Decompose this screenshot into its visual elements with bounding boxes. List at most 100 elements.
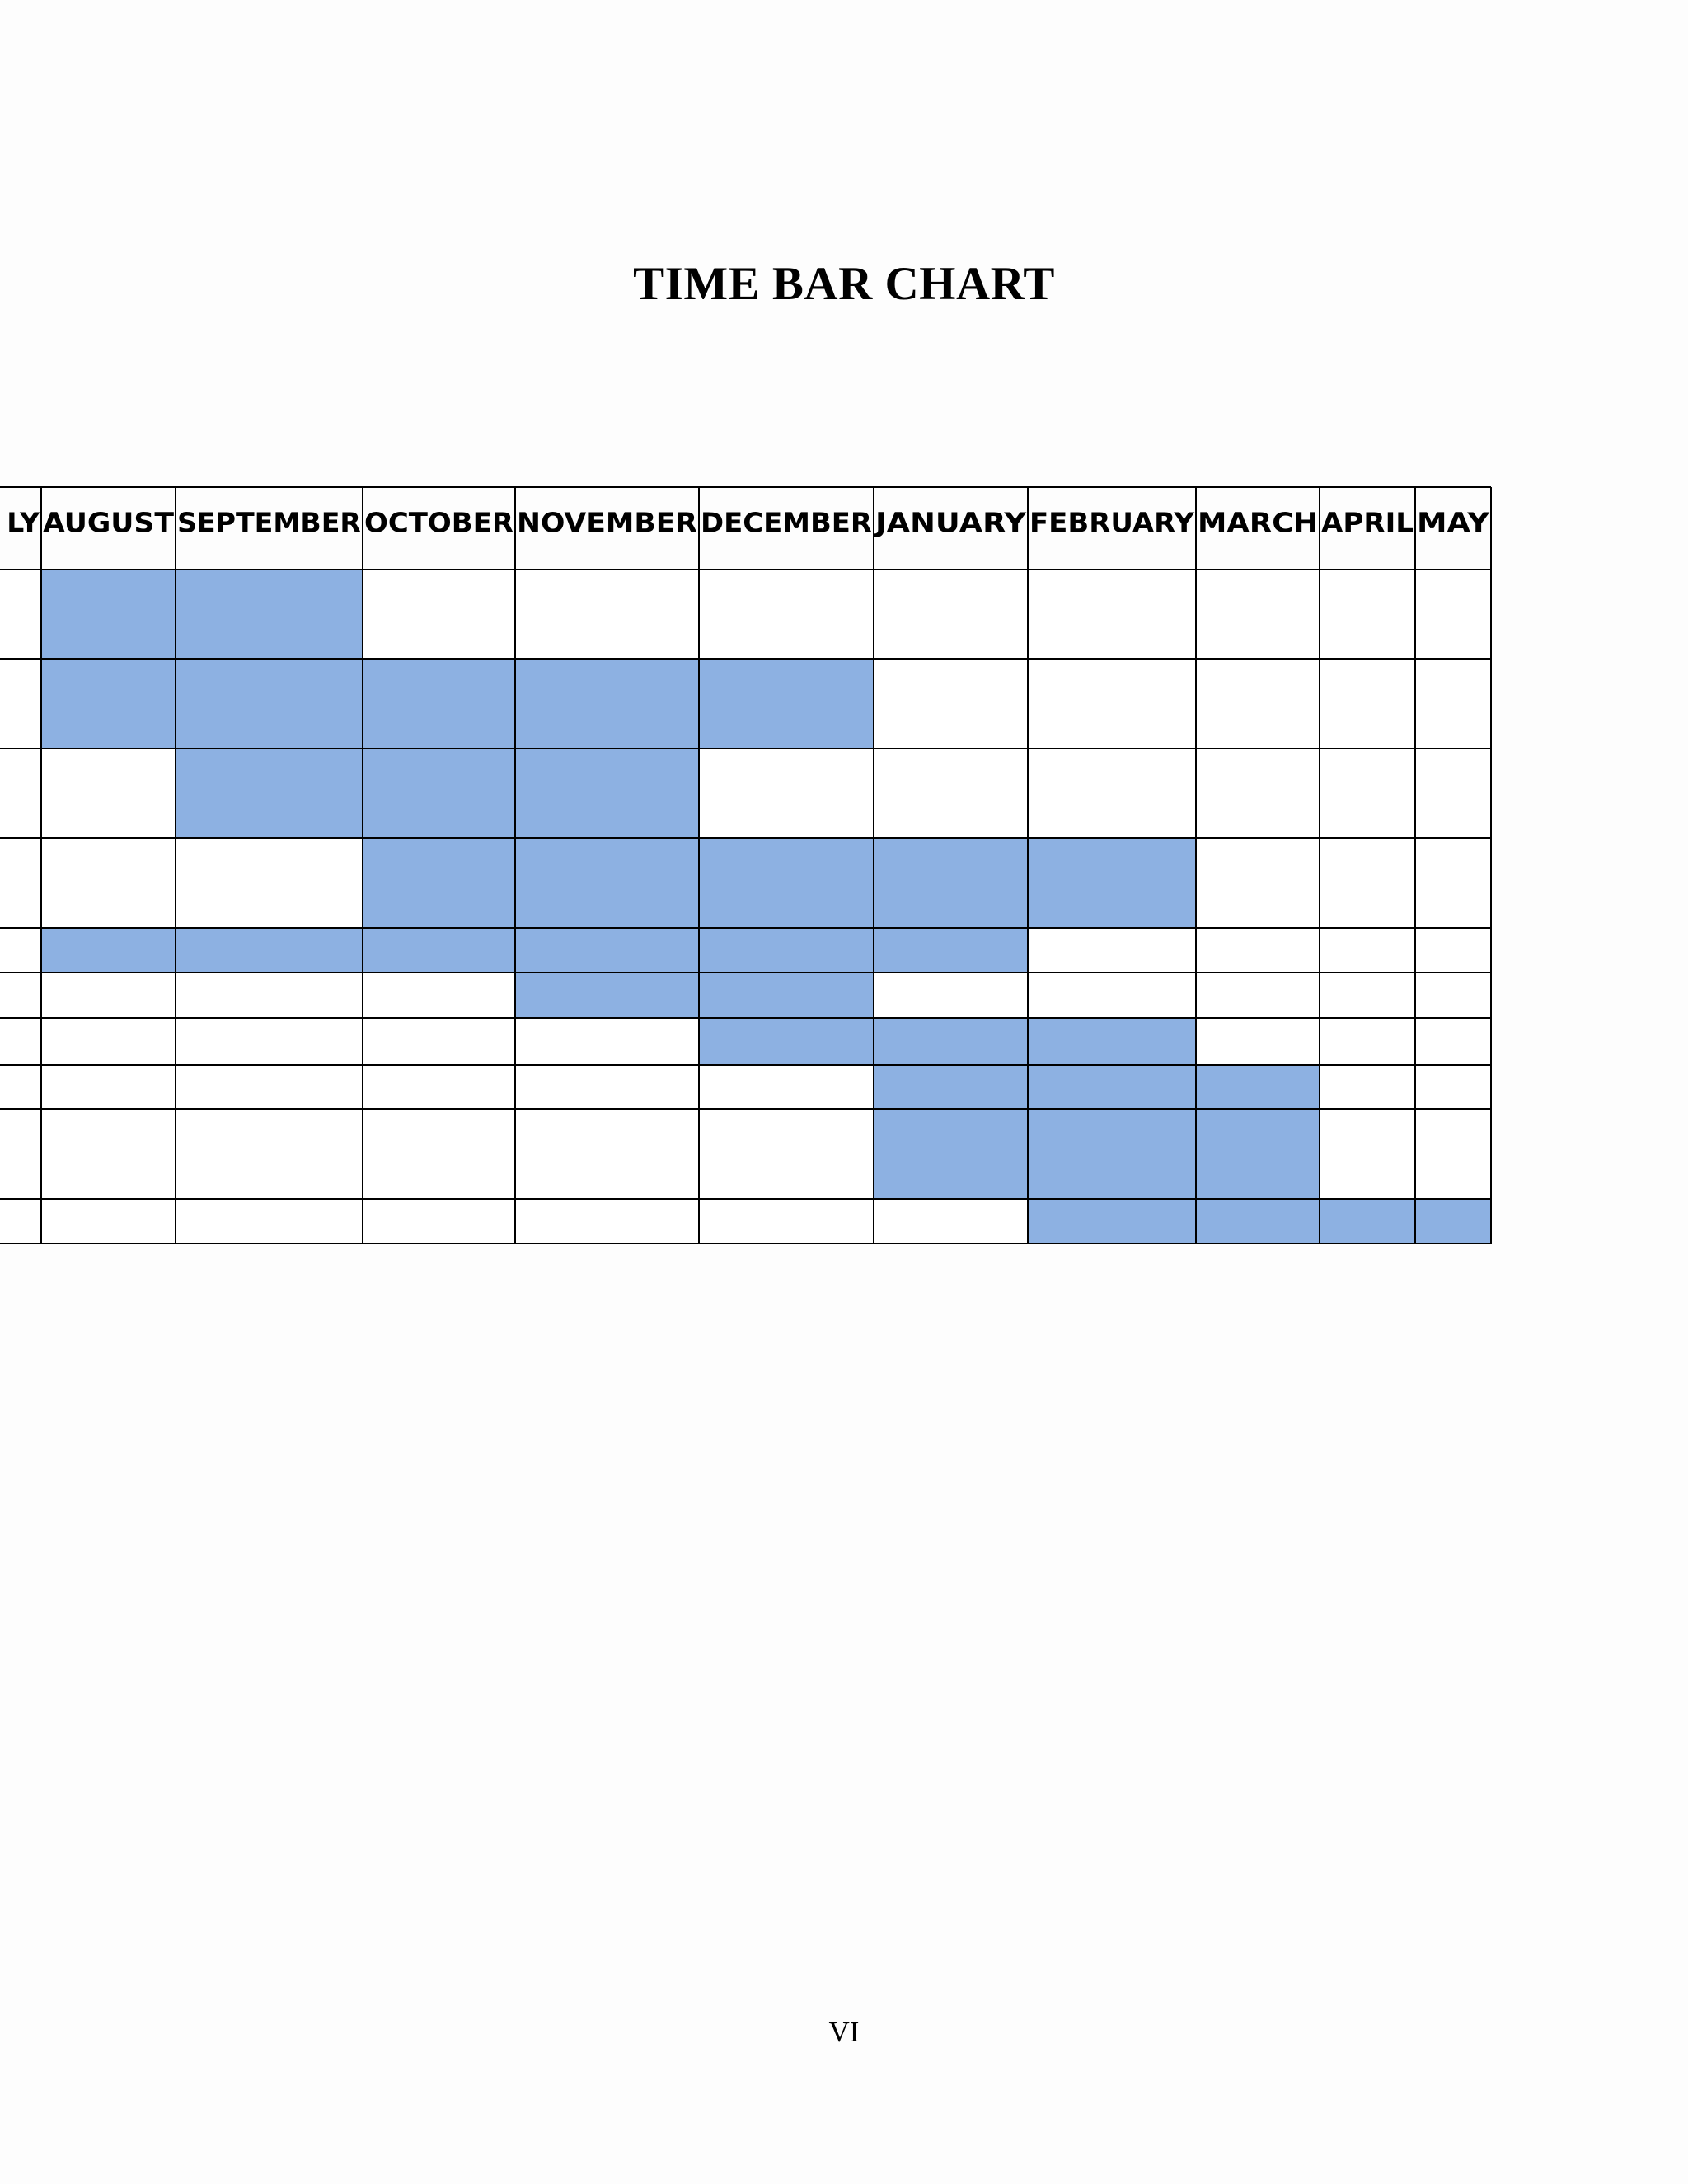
empty-cell [1320,838,1415,928]
empty-cell [1320,972,1415,1018]
empty-cell [1196,838,1320,928]
empty-cell [1415,1065,1491,1109]
bar-cell [363,748,515,838]
empty-cell [874,1199,1028,1244]
bar-cell [1028,838,1196,928]
month-header-april: APRIL [1321,507,1414,539]
bar-cell [699,1018,874,1065]
bar-cell [1028,1065,1196,1109]
empty-cell [515,1199,699,1244]
empty-cell [1320,659,1415,748]
empty-cell [176,1109,363,1199]
bar-cell [176,748,363,838]
empty-cell [41,972,176,1018]
empty-cell [1415,972,1491,1018]
empty-cell [0,1109,41,1199]
bar-cell [515,659,699,748]
empty-cell [176,1018,363,1065]
chart-header: LY AUGUST SEPTEMBER OCTOBER NOVEMBER DECEMBER… [7,507,1490,539]
empty-cell [515,569,699,659]
empty-cell [0,1018,41,1065]
empty-cell [515,1018,699,1065]
empty-cell [363,1018,515,1065]
bar-cell [515,748,699,838]
empty-cell [0,972,41,1018]
empty-cell [41,1199,176,1244]
empty-cell [1028,928,1196,972]
empty-cell [1320,1065,1415,1109]
month-header-august: AUGUST [43,507,175,539]
empty-cell [363,1065,515,1109]
bar-cell [363,928,515,972]
empty-cell [874,748,1028,838]
empty-cell [363,1199,515,1244]
bar-cell [176,569,363,659]
empty-cell [0,928,41,972]
bar-cell [699,928,874,972]
empty-cell [1196,659,1320,748]
month-header-january: JANUARY [874,507,1027,539]
empty-cell [41,1109,176,1199]
empty-cell [0,569,41,659]
month-header-october: OCTOBER [364,507,513,539]
bar-cell [1028,1018,1196,1065]
chart-grid [0,486,1492,1244]
month-header-february: FEBRUARY [1029,507,1195,539]
empty-cell [1028,972,1196,1018]
bar-cell [1196,1065,1320,1109]
bar-cell [1028,1199,1196,1244]
empty-cell [1320,928,1415,972]
empty-cell [41,838,176,928]
empty-cell [1196,569,1320,659]
empty-cell [1028,569,1196,659]
empty-cell [1196,972,1320,1018]
bar-cell [363,838,515,928]
bar-cell [699,838,874,928]
bar-cell [363,659,515,748]
empty-cell [1196,1018,1320,1065]
bar-cell [874,928,1028,972]
bar-cell [1320,1199,1415,1244]
empty-cell [1415,748,1491,838]
empty-cell [515,1109,699,1199]
empty-cell [1320,1109,1415,1199]
bar-cell [515,972,699,1018]
bar-cell [1028,1109,1196,1199]
empty-cell [1415,1109,1491,1199]
empty-cell [176,838,363,928]
empty-cell [699,569,874,659]
empty-cell [874,569,1028,659]
bar-cell [874,1065,1028,1109]
empty-cell [874,659,1028,748]
bar-cell [699,659,874,748]
empty-cell [1028,748,1196,838]
month-header-march: MARCH [1198,507,1318,539]
bar-cell [41,569,176,659]
empty-cell [1320,569,1415,659]
empty-cell [176,1065,363,1109]
empty-cell [699,748,874,838]
empty-cell [1028,659,1196,748]
empty-cell [0,659,41,748]
empty-cell [1196,748,1320,838]
bar-cell [874,838,1028,928]
empty-cell [1415,569,1491,659]
bar-cell [515,838,699,928]
empty-cell [1320,1018,1415,1065]
bar-cell [41,659,176,748]
empty-cell [699,1109,874,1199]
page-title: TIME BAR CHART [633,258,1055,310]
empty-cell [1415,838,1491,928]
bar-cell [515,928,699,972]
page-number: VI [828,2016,860,2048]
bar-cell [1196,1199,1320,1244]
bar-cell [1196,1109,1320,1199]
empty-cell [1196,928,1320,972]
empty-cell [1320,748,1415,838]
bar-cell [874,1109,1028,1199]
empty-cell [0,748,41,838]
empty-cell [176,972,363,1018]
empty-cell [363,569,515,659]
empty-cell [41,1018,176,1065]
